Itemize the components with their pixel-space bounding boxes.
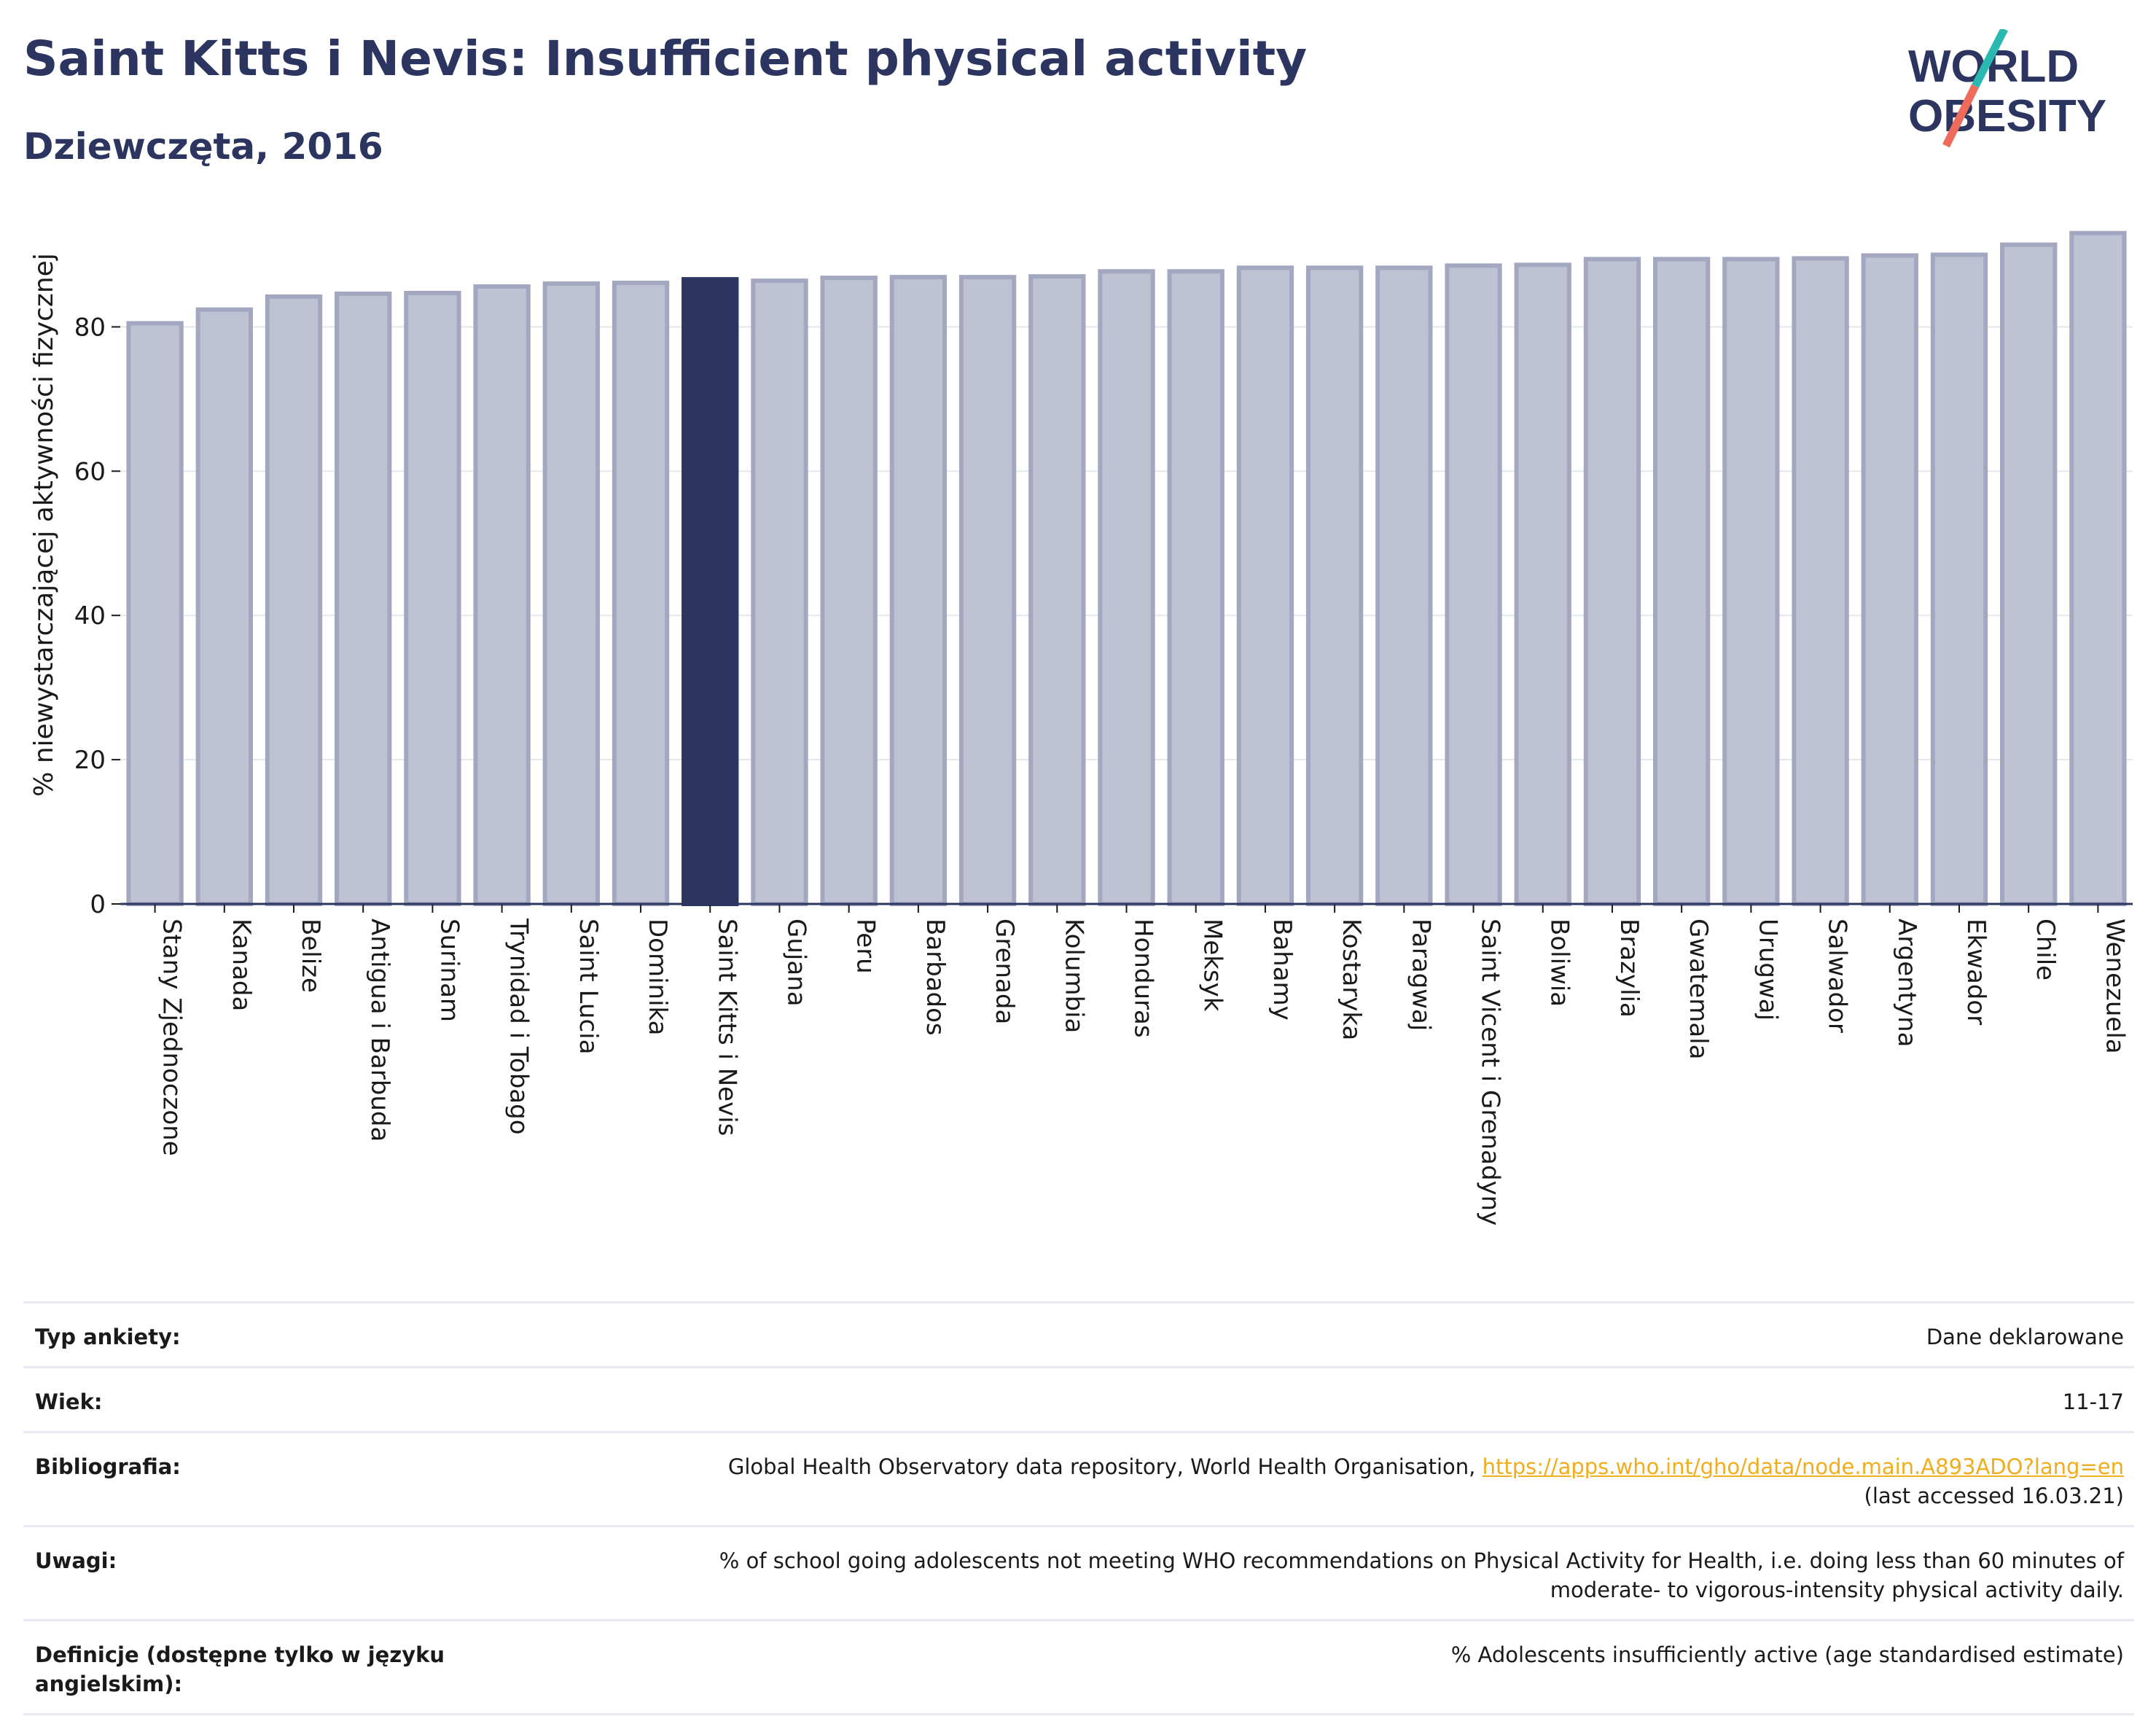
x-tick-label: Brazylia — [1614, 919, 1644, 1018]
x-tick-label: Saint Vicent i Grenadyny — [1476, 919, 1505, 1225]
bar-argentyna — [1861, 253, 1918, 907]
x-tick-label: Saint Lucia — [574, 919, 603, 1054]
bar-stany-zjednoczone — [126, 321, 184, 906]
notes-line1: % of school going adolescents not meetin… — [719, 1548, 2124, 1573]
x-tick-label: Wenezuela — [2100, 919, 2129, 1054]
notes-value: % of school going adolescents not meetin… — [719, 1546, 2134, 1605]
bar-saint-kitts-i-nevis — [681, 277, 739, 906]
x-tick-label: Saint Kitts i Nevis — [712, 919, 741, 1136]
bar-urugwaj — [1722, 257, 1780, 906]
y-tick-label: 80 — [74, 313, 106, 342]
bar-barbados — [889, 275, 948, 907]
bar-ekwador — [1930, 252, 1988, 906]
bar-antigua-i-barbuda — [335, 291, 392, 906]
bar-salwador — [1792, 256, 1849, 906]
definitions-value: % Adolescents insufficiently active (age… — [1450, 1642, 2124, 1667]
x-tick-label: Bahamy — [1268, 919, 1297, 1021]
bar-surinam — [404, 290, 461, 907]
bar-dominika — [612, 281, 670, 906]
definitions-label: Definicje (dostępne tylko w języku angie… — [35, 1642, 445, 1696]
y-tick-label: 20 — [74, 746, 106, 775]
bar-paragwaj — [1375, 265, 1433, 906]
bibliography-accessed: (last accessed 16.03.21) — [1864, 1483, 2124, 1508]
survey-type-label: Typ ankiety: — [35, 1325, 181, 1349]
x-tick-label: Argentyna — [1892, 919, 1921, 1048]
y-tick-label: 60 — [74, 457, 106, 486]
x-tick-label: Kostaryka — [1337, 919, 1366, 1040]
x-tick-label: Antigua i Barbuda — [365, 919, 394, 1142]
x-tick-label: Ekwador — [1961, 919, 1991, 1025]
survey-type-value: Dane deklarowane — [1926, 1325, 2124, 1349]
bar-chile — [2000, 242, 2058, 907]
bibliography-text: Global Health Observatory data repositor… — [727, 1454, 1483, 1479]
metadata-table: Typ ankiety: Dane deklarowane Wiek: 11-1… — [23, 1301, 2134, 1715]
bar-grenada — [958, 275, 1017, 907]
y-tick-label: 0 — [90, 890, 106, 919]
x-tick-label: Peru — [851, 919, 880, 974]
bar-boliwia — [1514, 262, 1571, 907]
logo-slash-teal — [1972, 29, 2008, 88]
meta-row-definitions: Definicje (dostępne tylko w języku angie… — [23, 1619, 2134, 1715]
x-tick-label: Kanada — [227, 919, 256, 1011]
notes-line2: moderate- to vigorous-intensity physical… — [1550, 1578, 2124, 1602]
age-value: 11-17 — [2062, 1389, 2124, 1414]
x-tick-label: Kolumbia — [1059, 919, 1088, 1033]
x-tick-label: Meksyk — [1198, 919, 1227, 1012]
x-tick-label: Grenada — [990, 919, 1019, 1024]
x-tick-label: Barbados — [921, 919, 950, 1036]
bar-kostaryka — [1305, 265, 1364, 906]
meta-row-bibliography: Bibliografia: Global Health Observatory … — [23, 1431, 2134, 1525]
bar-saint-vicent-i-grenadyny — [1445, 263, 1502, 906]
x-tick-label: Gwatemala — [1684, 919, 1713, 1059]
x-tick-label: Urugwaj — [1753, 919, 1782, 1021]
x-tick-label: Dominika — [643, 919, 672, 1035]
bibliography-value: Global Health Observatory data repositor… — [728, 1452, 2134, 1510]
bar-gujana — [751, 278, 808, 906]
bar-kolumbia — [1028, 274, 1086, 906]
logo-line2: OBESITY — [1908, 91, 2106, 141]
x-tick-label: Chile — [2031, 919, 2060, 980]
x-tick-label: Honduras — [1129, 919, 1158, 1038]
y-axis-label: % niewystarczającej aktywności fizycznej — [29, 253, 59, 797]
bar-wenezuela — [2069, 230, 2127, 906]
chart-subtitle: Dziewczęta, 2016 — [23, 125, 383, 168]
x-tick-label: Boliwia — [1545, 919, 1574, 1007]
x-tick-label: Surinam — [434, 919, 464, 1022]
meta-row-notes: Uwagi: % of school going adolescents not… — [23, 1525, 2134, 1619]
bar-chart: 0 20 40 60 80 Stany Zjednoczone Kanada Belize A… — [29, 230, 2133, 1225]
bibliography-link[interactable]: https://apps.who.int/gho/data/node.main.… — [1482, 1454, 2124, 1479]
x-tick-label: Trynidad i Tobago — [504, 918, 534, 1135]
meta-row-survey: Typ ankiety: Dane deklarowane — [23, 1301, 2134, 1366]
bar-saint-lucia — [542, 281, 601, 907]
bar-meksyk — [1167, 269, 1225, 906]
logo-slash-coral — [1942, 84, 1979, 148]
world-obesity-logo: WORLD OBESITY — [1908, 29, 2106, 148]
bar-belize — [265, 294, 323, 906]
age-label: Wiek: — [35, 1389, 103, 1414]
y-tick-label: 40 — [74, 601, 106, 631]
bar-gwatemala — [1652, 257, 1711, 906]
meta-row-age: Wiek: 11-17 — [23, 1366, 2134, 1431]
bar-honduras — [1098, 269, 1155, 906]
x-tick-label: Gujana — [781, 919, 811, 1007]
x-tick-label: Salwador — [1823, 919, 1852, 1033]
x-tick-label: Stany Zjednoczone — [157, 919, 187, 1156]
bar-brazylia — [1583, 257, 1641, 906]
bar-trynidad-i-tobago — [473, 284, 531, 907]
x-tick-label: Belize — [296, 919, 325, 993]
notes-label: Uwagi: — [35, 1548, 117, 1573]
bibliography-label: Bibliografia: — [35, 1454, 181, 1479]
bar-peru — [820, 276, 878, 906]
bar-kanada — [195, 307, 253, 906]
bar-bahamy — [1236, 265, 1294, 906]
chart-title: Saint Kitts i Nevis: Insufficient physic… — [23, 31, 1308, 87]
x-tick-label: Paragwaj — [1406, 919, 1435, 1031]
